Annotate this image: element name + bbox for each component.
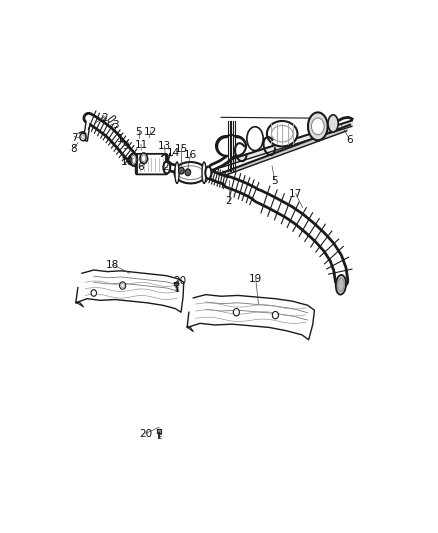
Ellipse shape <box>178 166 203 180</box>
Text: 20: 20 <box>173 277 186 286</box>
Ellipse shape <box>308 112 328 140</box>
Ellipse shape <box>328 115 338 132</box>
Circle shape <box>81 135 84 139</box>
Text: 20: 20 <box>139 429 152 439</box>
Ellipse shape <box>247 127 263 150</box>
Polygon shape <box>209 163 223 172</box>
Text: 13: 13 <box>158 141 171 151</box>
Text: 2: 2 <box>225 197 232 206</box>
Text: 15: 15 <box>175 144 188 154</box>
Polygon shape <box>174 282 179 286</box>
Circle shape <box>185 169 191 175</box>
Circle shape <box>233 309 240 316</box>
Ellipse shape <box>175 162 179 183</box>
Polygon shape <box>215 125 350 179</box>
Text: 12: 12 <box>144 127 157 136</box>
Ellipse shape <box>272 125 293 142</box>
Ellipse shape <box>311 118 324 135</box>
Ellipse shape <box>163 161 170 174</box>
Text: 8: 8 <box>70 144 77 154</box>
Text: 16: 16 <box>184 150 197 160</box>
Circle shape <box>121 284 124 288</box>
Ellipse shape <box>202 162 206 183</box>
Ellipse shape <box>267 121 297 147</box>
Text: 14: 14 <box>167 148 180 158</box>
Text: 6: 6 <box>346 135 353 145</box>
Text: 10: 10 <box>120 157 134 167</box>
Ellipse shape <box>336 275 346 295</box>
Text: 7: 7 <box>71 133 78 143</box>
Text: 2: 2 <box>102 113 108 123</box>
Ellipse shape <box>338 278 344 292</box>
Polygon shape <box>76 270 184 312</box>
Text: 17: 17 <box>289 189 302 199</box>
Ellipse shape <box>205 166 212 179</box>
Text: 2: 2 <box>162 163 168 172</box>
FancyBboxPatch shape <box>136 154 167 174</box>
Circle shape <box>180 168 183 173</box>
Text: 9: 9 <box>123 141 129 151</box>
Circle shape <box>179 167 184 174</box>
Text: 6: 6 <box>138 163 144 172</box>
Ellipse shape <box>174 162 207 183</box>
Text: 18: 18 <box>106 260 119 270</box>
Ellipse shape <box>225 135 238 157</box>
Polygon shape <box>187 295 314 340</box>
Ellipse shape <box>131 156 136 164</box>
Ellipse shape <box>141 155 146 161</box>
Polygon shape <box>221 120 353 167</box>
Circle shape <box>80 133 86 141</box>
Text: 5: 5 <box>136 127 142 136</box>
Ellipse shape <box>130 154 137 166</box>
Circle shape <box>272 311 279 319</box>
Text: 11: 11 <box>134 140 148 150</box>
Polygon shape <box>157 429 161 432</box>
Circle shape <box>91 290 96 296</box>
Text: 19: 19 <box>249 274 262 285</box>
Circle shape <box>186 170 190 174</box>
Text: 5: 5 <box>272 176 278 186</box>
Ellipse shape <box>140 153 148 164</box>
Text: 3: 3 <box>112 120 119 130</box>
Text: 1: 1 <box>117 134 123 144</box>
Circle shape <box>120 282 126 289</box>
